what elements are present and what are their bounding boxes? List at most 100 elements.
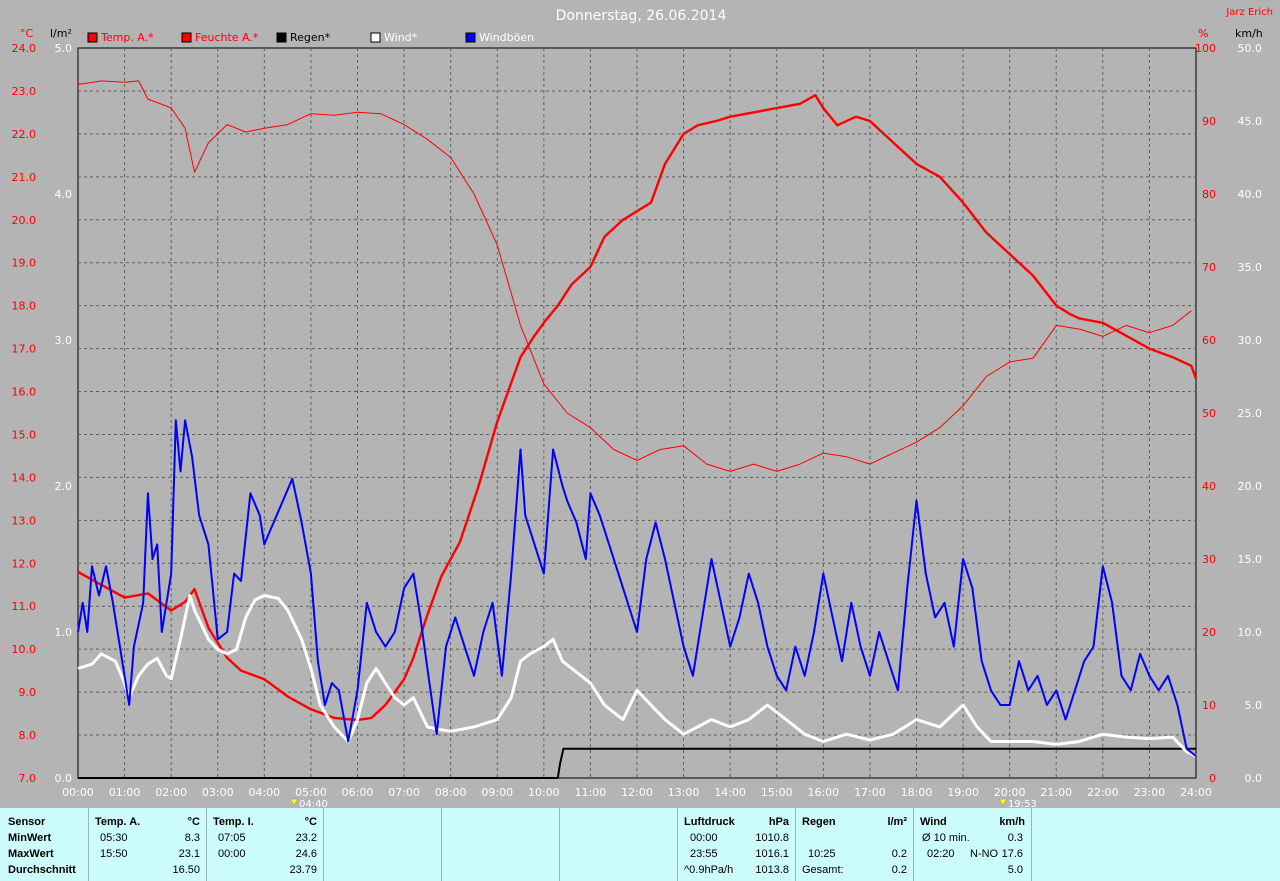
wind-tick-label: 20.0	[1238, 480, 1263, 493]
humidity-tick-label: 100	[1195, 42, 1216, 55]
divider	[323, 808, 324, 881]
x-tick-label: 12:00	[621, 786, 653, 799]
wind-tick-label: 45.0	[1238, 115, 1263, 128]
wind-unit-label: km/h	[1235, 27, 1263, 40]
rain-tick-label: 1.0	[55, 626, 73, 639]
wind-avg-value: 5.0	[1007, 864, 1023, 876]
x-tick-label: 11:00	[575, 786, 607, 799]
humidity-tick-label: 60	[1202, 334, 1216, 347]
temp-a-max-time: 15:50	[100, 848, 128, 860]
legend-label: Windböen	[479, 31, 534, 44]
wind-tick-label: 10.0	[1238, 626, 1263, 639]
wind-max-time: 02:20	[927, 848, 955, 860]
temp-i-unit: °C	[304, 816, 317, 828]
humidity-tick-label: 0	[1209, 772, 1216, 785]
x-tick-label: 06:00	[342, 786, 374, 799]
legend-swatch	[465, 32, 476, 43]
axis-labels: 00:00 01:00 02:00 03:00 04:00 05:00 06:00 07:00…	[12, 42, 1263, 799]
legend-item: Temp. A.*	[87, 31, 154, 44]
x-tick-label: 14:00	[714, 786, 746, 799]
temp-tick-label: 15.0	[12, 428, 37, 441]
divider	[913, 808, 914, 881]
temp-tick-label: 11.0	[12, 600, 37, 613]
x-tick-label: 18:00	[901, 786, 933, 799]
temp-tick-label: 17.0	[12, 343, 37, 356]
legend-item: Windböen	[465, 31, 534, 44]
rain-tick-label: 5.0	[55, 42, 73, 55]
temp-i-min-value: 23.2	[295, 832, 317, 844]
wind-max-direction: N-NO	[970, 848, 999, 860]
temp-tick-label: 24.0	[12, 42, 37, 55]
x-tick-label: 15:00	[761, 786, 793, 799]
temp-a-min-value: 8.3	[184, 832, 200, 844]
wind-avg-label: Ø 10 min.	[922, 832, 970, 844]
avg-row-label: Durchschnitt	[8, 864, 76, 876]
legend-label: Wind*	[384, 31, 418, 44]
temp-tick-label: 23.0	[12, 85, 37, 98]
legend-swatch	[87, 32, 98, 43]
x-tick-label: 09:00	[481, 786, 513, 799]
humidity-tick-label: 30	[1202, 553, 1216, 566]
x-tick-label: 08:00	[435, 786, 467, 799]
x-tick-label: 16:00	[807, 786, 839, 799]
rain-total-label: Gesamt:	[802, 864, 844, 876]
temp-tick-label: 10.0	[12, 643, 37, 656]
temp-i-max-time: 00:00	[218, 848, 246, 860]
wind-tick-label: 40.0	[1238, 188, 1263, 201]
temp-tick-label: 16.0	[12, 386, 37, 399]
station-name: Jarz Erich	[1225, 7, 1273, 18]
rain-unit: l/m²	[887, 816, 907, 828]
legend-item: Wind*	[370, 31, 418, 44]
legend-label: Temp. A.*	[100, 31, 154, 44]
wind-tick-label: 35.0	[1238, 261, 1263, 274]
pressure-header: Luftdruck	[684, 816, 735, 828]
humidity-line	[77, 80, 1192, 472]
legend-swatch	[181, 32, 192, 43]
wind-line	[77, 594, 1197, 758]
humidity-tick-label: 50	[1202, 407, 1216, 420]
x-tick-label: 07:00	[388, 786, 420, 799]
temp-tick-label: 14.0	[12, 471, 37, 484]
sunrise-marker: 04:40	[289, 798, 328, 808]
x-tick-label: 04:00	[248, 786, 280, 799]
rain-line	[78, 747, 1196, 779]
wind-header: Wind	[920, 816, 947, 828]
legend-label: Feuchte A.*	[195, 31, 259, 44]
legend-swatch	[370, 32, 381, 43]
x-tick-label: 19:00	[947, 786, 979, 799]
rain-max-value: 0.2	[891, 848, 907, 860]
series-group	[77, 80, 1198, 779]
x-tick-label: 13:00	[668, 786, 700, 799]
temp-tick-label: 9.0	[19, 686, 37, 699]
wind-max-value: 17.6	[1001, 848, 1023, 860]
rain-tick-label: 0.0	[55, 772, 73, 785]
legend-item: Feuchte A.*	[181, 31, 259, 44]
sunrise-icon	[289, 798, 299, 806]
humidity-tick-label: 80	[1202, 188, 1216, 201]
gust-line	[77, 419, 1197, 757]
x-tick-label: 24:00	[1180, 786, 1212, 799]
wind-tick-label: 25.0	[1238, 407, 1263, 420]
humidity-tick-label: 70	[1202, 261, 1216, 274]
rain-header: Regen	[802, 816, 836, 828]
divider	[88, 808, 89, 881]
x-tick-label: 02:00	[155, 786, 187, 799]
sunset-time: 19:53	[1008, 799, 1037, 808]
divider	[441, 808, 442, 881]
rain-tick-label: 2.0	[55, 480, 73, 493]
pressure-trend: ^0.9hPa/h	[684, 864, 734, 876]
temp-tick-label: 19.0	[12, 257, 37, 270]
divider	[1031, 808, 1032, 881]
weather-chart: 00:00 01:00 02:00 03:00 04:00 05:00 06:00 07:00…	[12, 7, 1274, 808]
temp-tick-label: 12.0	[12, 557, 37, 570]
divider	[677, 808, 678, 881]
rain-total-value: 0.2	[891, 864, 907, 876]
humidity-tick-label: 40	[1202, 480, 1216, 493]
chart-title: Donnerstag, 26.06.2014	[556, 8, 727, 24]
x-tick-label: 00:00	[62, 786, 94, 799]
temp-tick-label: 18.0	[12, 300, 37, 313]
divider	[559, 808, 560, 881]
wind-unit: km/h	[999, 816, 1025, 828]
legend-label: Regen*	[290, 31, 331, 44]
x-tick-label: 05:00	[295, 786, 327, 799]
